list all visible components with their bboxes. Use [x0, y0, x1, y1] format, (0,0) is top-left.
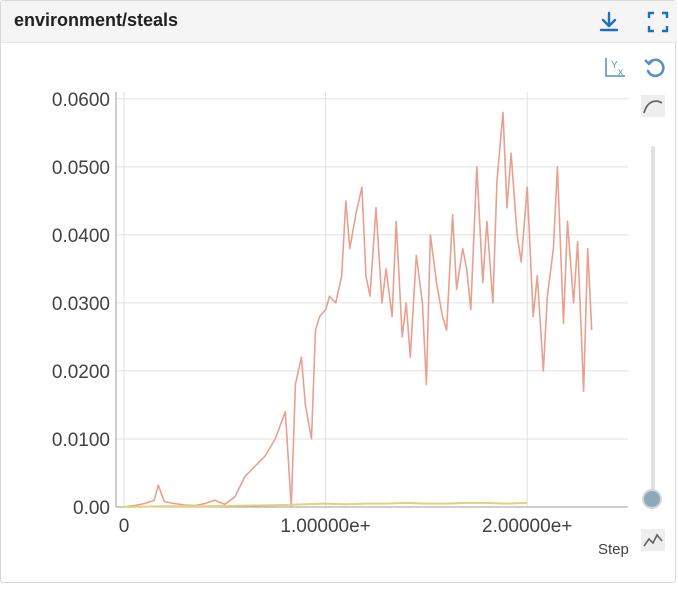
series-line-1 — [123, 501, 528, 508]
fit-domain-button[interactable]: Y x — [603, 56, 629, 85]
y-tick-label: 0.0100 — [52, 430, 110, 451]
x-axis-type-icon — [641, 529, 665, 551]
reset-zoom-icon — [644, 58, 665, 78]
x-axis-label: Step — [598, 541, 629, 558]
axes — [115, 92, 628, 508]
fullscreen-button[interactable] — [645, 9, 671, 35]
smoothing-slider-track[interactable] — [651, 146, 655, 498]
y-tick-label: 0.0400 — [52, 226, 110, 247]
series-lines — [123, 111, 593, 508]
x-tick-label: 2.00000e+ — [482, 516, 572, 537]
smoothing-slider-thumb[interactable] — [642, 489, 662, 509]
y-tick-label: 0.00 — [73, 498, 110, 519]
fullscreen-icon — [647, 11, 669, 33]
smoothing-toggle[interactable] — [641, 95, 665, 122]
x-tick-label: 0 — [119, 516, 130, 537]
reset-zoom-button[interactable] — [642, 55, 668, 86]
svg-text:x: x — [618, 67, 623, 78]
y-tick-label: 0.0500 — [52, 158, 110, 179]
svg-text:Y: Y — [611, 60, 618, 71]
smoothing-curve-icon — [641, 95, 665, 117]
card-title: environment/steals — [14, 10, 179, 30]
grid — [116, 92, 628, 508]
y-tick-label: 0.0300 — [52, 294, 110, 315]
series-line-0 — [123, 111, 593, 508]
x-axis-type-button[interactable] — [641, 529, 665, 556]
download-button[interactable] — [596, 9, 622, 35]
y-tick-label: 0.0200 — [52, 362, 110, 383]
fit-domain-icon: Y x — [605, 58, 625, 78]
card-header: environment/steals — [1, 1, 677, 43]
y-tick-label: 0.0600 — [52, 90, 110, 111]
download-icon — [599, 11, 619, 32]
tick-labels: 0.00 0.0100 0.0200 0.0300 0.0400 0.0500 0.0600… — [52, 90, 572, 537]
x-tick-label: 1.00000e+ — [280, 516, 370, 537]
